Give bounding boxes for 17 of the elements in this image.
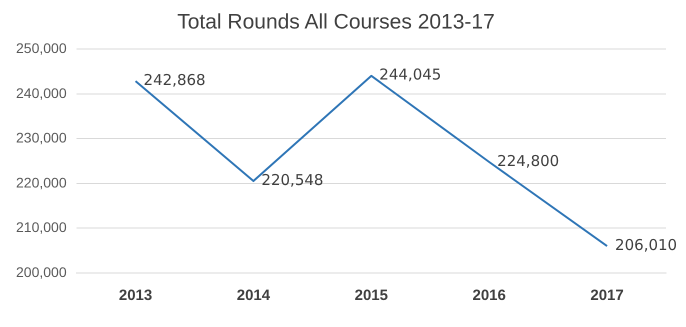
chart-title: Total Rounds All Courses 2013-17 [177, 10, 495, 34]
data-label: 206,010 [615, 236, 678, 254]
x-tick-label: 2014 [236, 287, 271, 304]
x-tick-label: 2015 [354, 287, 388, 304]
y-tick-label: 220,000 [16, 174, 67, 190]
y-tick-label: 230,000 [16, 130, 67, 146]
data-label: 220,548 [261, 170, 324, 189]
x-tick-label: 2013 [118, 287, 152, 304]
x-tick-label: 2017 [590, 287, 624, 304]
y-tick-label: 240,000 [16, 84, 67, 101]
data-label: 244,045 [379, 66, 442, 84]
x-tick-label: 2016 [472, 287, 506, 304]
y-tick-label: 200,000 [16, 264, 67, 280]
data-label: 242,868 [144, 71, 206, 90]
y-tick-label: 210,000 [16, 219, 67, 236]
y-tick-label: 250,000 [16, 40, 67, 56]
data-label: 224,800 [497, 152, 560, 170]
